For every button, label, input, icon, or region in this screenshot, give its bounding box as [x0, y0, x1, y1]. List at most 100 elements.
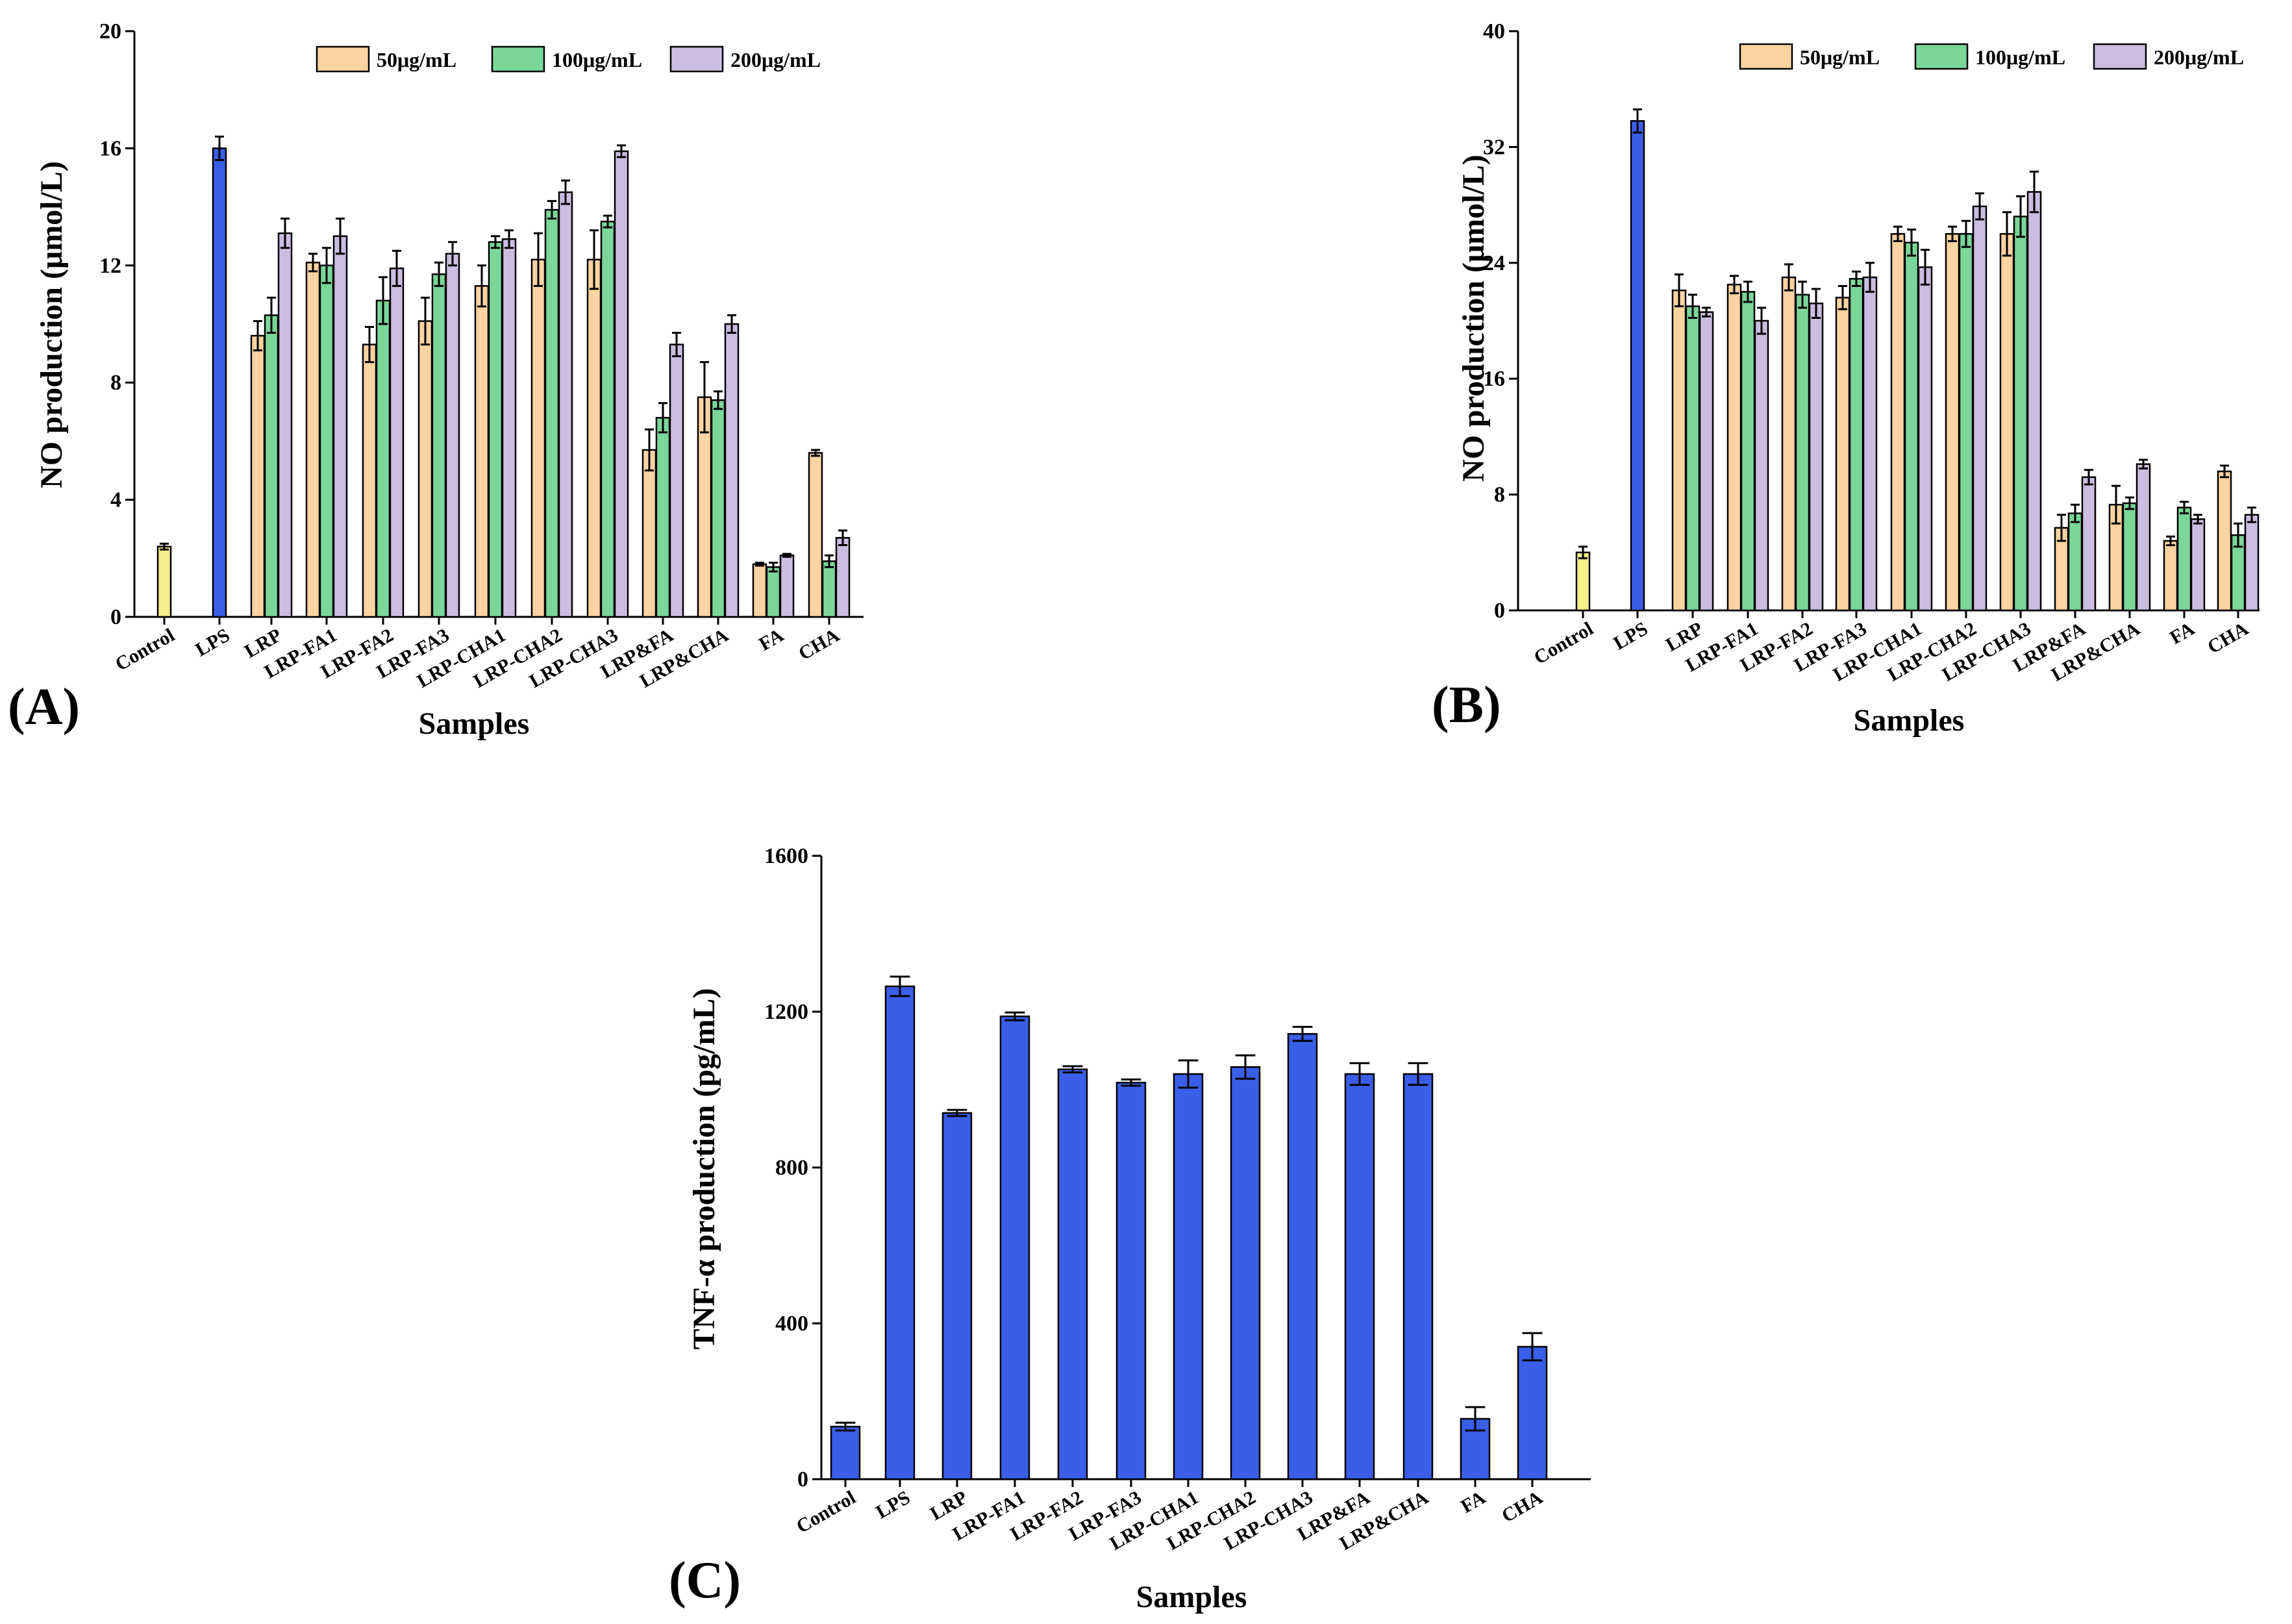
x-tick-label: CHA [1498, 1486, 1547, 1527]
y-tick-label: 1600 [764, 844, 808, 868]
bar [1890, 232, 1906, 612]
bar [999, 1015, 1030, 1480]
bar [1862, 276, 1878, 612]
bar [1173, 1073, 1204, 1480]
panel-label: (C) [669, 1552, 741, 1609]
bar [2217, 470, 2232, 612]
legend-swatch [1739, 43, 1793, 70]
legend-label: 200μg/mL [730, 48, 821, 71]
bar [586, 258, 602, 618]
bar [1945, 232, 1960, 612]
bar [1671, 289, 1687, 612]
x-tick-label: Control [793, 1486, 860, 1537]
bar [1740, 291, 1756, 612]
bar [1517, 1345, 1548, 1480]
panel-label: (B) [1432, 677, 1501, 734]
legend-label: 100μg/mL [1975, 45, 2065, 69]
bar [332, 235, 348, 618]
bar [1685, 305, 1700, 612]
bar [941, 1112, 973, 1480]
x-tick-label: LPS [1610, 618, 1651, 654]
bar [2026, 191, 2042, 612]
y-tick-label: 8 [110, 371, 121, 395]
panel-label: (A) [8, 679, 80, 736]
bar [212, 147, 227, 618]
bar [250, 334, 266, 618]
bar [2136, 463, 2151, 612]
y-tick-label: 32 [1483, 135, 1505, 159]
bar [2122, 502, 2137, 612]
bar [474, 285, 490, 618]
bar [1958, 232, 1974, 612]
y-tick-label: 800 [775, 1156, 808, 1180]
legend-swatch [669, 45, 724, 73]
bar [655, 417, 671, 618]
bar [669, 344, 684, 618]
bar [2067, 512, 2083, 612]
x-axis-label: Samples [1136, 1580, 1247, 1614]
bar [1115, 1081, 1147, 1480]
bar [389, 268, 405, 618]
bar [264, 314, 279, 618]
y-tick-label: 40 [1483, 19, 1505, 44]
bar [1630, 120, 1645, 612]
y-tick-label: 20 [99, 19, 121, 44]
bar [710, 399, 726, 618]
bar [558, 191, 573, 618]
bar [1999, 232, 2015, 612]
y-tick-label: 1200 [764, 1000, 808, 1024]
bar [2244, 514, 2260, 612]
bar [1754, 319, 1769, 612]
bar [1699, 311, 1714, 612]
x-axis-label: Samples [1854, 703, 1965, 738]
bar [614, 150, 629, 618]
bar [488, 241, 503, 618]
bar [417, 320, 433, 618]
bar [1287, 1032, 1318, 1480]
bar [1849, 278, 1864, 612]
bar [375, 299, 391, 618]
y-axis-label: NO production (μmol/L) [34, 161, 69, 488]
bar [1972, 205, 1987, 612]
y-tick-label: 400 [775, 1312, 808, 1336]
y-tick-label: 16 [99, 136, 121, 160]
x-axis-label: Samples [419, 706, 530, 741]
bar [445, 253, 460, 618]
x-tick-label: Control [112, 624, 179, 675]
bar [156, 545, 172, 618]
bar [544, 208, 560, 618]
y-axis-label: TNF-α production (pg/mL) [687, 988, 721, 1350]
bar [2013, 216, 2028, 612]
y-tick-label: 0 [1494, 599, 1505, 623]
bar [1726, 284, 1742, 612]
bar [1402, 1073, 1434, 1480]
bar [1057, 1068, 1088, 1480]
y-tick-label: 0 [797, 1468, 808, 1492]
bar [752, 563, 767, 618]
y-tick-label: 4 [110, 488, 121, 512]
bar [766, 566, 781, 618]
legend-label: 50μg/mL [377, 48, 456, 71]
x-tick-label: CHA [2204, 618, 2252, 658]
bar [821, 560, 837, 618]
bar [1344, 1073, 1375, 1480]
bar [319, 264, 334, 618]
bar [2176, 506, 2192, 612]
bar [1808, 302, 1824, 612]
bar [2081, 476, 2097, 612]
bar [530, 258, 546, 618]
x-tick-label: LPS [192, 624, 233, 660]
legend-label: 100μg/mL [552, 48, 642, 71]
bar [362, 344, 377, 618]
y-tick-label: 0 [110, 605, 121, 629]
legend-label: 200μg/mL [2154, 45, 2244, 69]
legend-label: 50μg/mL [1800, 45, 1880, 69]
x-tick-label: CHA [795, 624, 843, 664]
legend-swatch [2093, 43, 2147, 70]
bar [1904, 242, 1919, 612]
bar [1795, 294, 1810, 612]
bar [1835, 297, 1850, 612]
